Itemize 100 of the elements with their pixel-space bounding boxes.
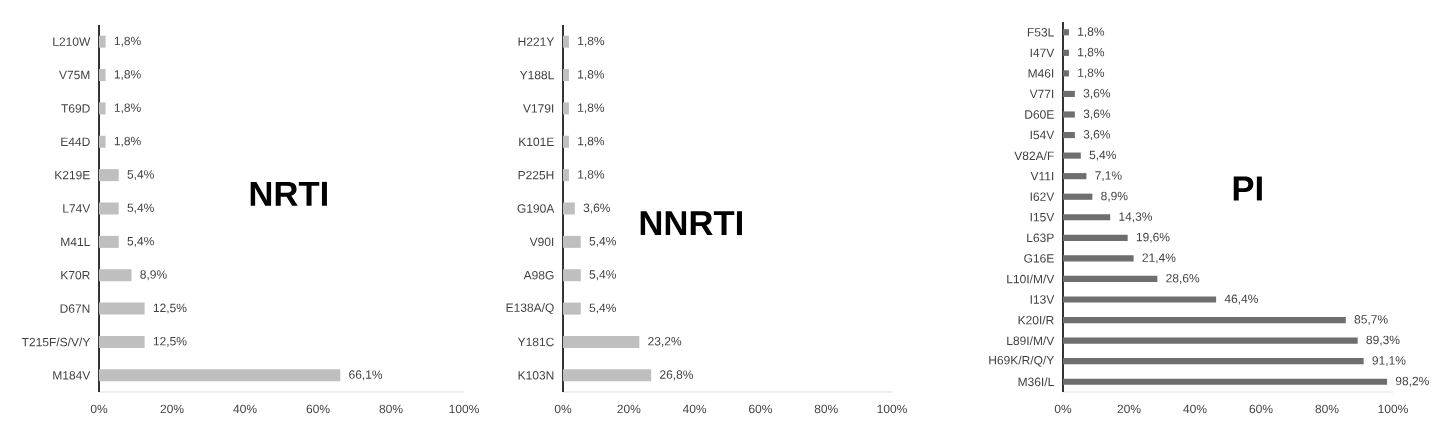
data-label: 26,8% — [660, 370, 694, 381]
x-tick-label: 100% — [877, 404, 907, 414]
data-label: 7,1% — [1095, 171, 1122, 182]
bar — [1063, 193, 1093, 200]
bar — [1063, 111, 1075, 118]
bar — [1063, 90, 1075, 98]
bar — [99, 302, 145, 315]
bar — [563, 269, 581, 282]
x-tick-label: 40% — [233, 404, 257, 414]
y-tick-label: Y181C — [517, 337, 554, 347]
data-label: 1,8% — [1078, 47, 1105, 58]
x-tick-label: 0% — [554, 404, 572, 414]
data-label: 98,2% — [1395, 376, 1429, 387]
x-tick-label: 100% — [449, 404, 479, 414]
bar — [1063, 152, 1081, 159]
x-tick-label: 20% — [1117, 404, 1141, 414]
bar — [99, 35, 106, 48]
y-tick-label: H221Y — [518, 37, 555, 46]
y-tick-label: K219E — [55, 170, 90, 180]
y-tick-label: K103N — [518, 371, 554, 380]
data-label: 5,4% — [589, 303, 616, 314]
bar — [99, 369, 341, 382]
bar — [563, 102, 569, 115]
text: NRTI — [250, 181, 327, 206]
bar — [563, 69, 569, 82]
x-tick-label: 60% — [306, 404, 330, 414]
y-tick-label: K20I/R — [1018, 315, 1054, 325]
y-tick-label: V179I — [523, 104, 554, 113]
y-tick-label: M36I/L — [1018, 377, 1054, 387]
data-label: 66,1% — [349, 370, 383, 381]
y-tick-label: K70R — [61, 270, 90, 280]
bar — [1063, 296, 1217, 303]
data-label: 5,4% — [127, 203, 154, 214]
y-tick-label: D60E — [1025, 110, 1054, 119]
bar — [563, 335, 640, 348]
bar — [1063, 234, 1128, 241]
data-label: 5,4% — [589, 270, 616, 281]
data-label: 1,8% — [578, 136, 605, 147]
x-tick-label: 80% — [1315, 404, 1339, 414]
y-tick-label: L74V — [63, 204, 91, 213]
data-label: 3,6% — [583, 203, 611, 214]
x-tick-label: 40% — [682, 404, 707, 414]
x-tick-label: 20% — [160, 404, 184, 414]
bar — [563, 202, 575, 215]
data-label: 89,3% — [1366, 335, 1400, 346]
y-tick-label: T215F/S/V/Y — [21, 337, 91, 347]
bar — [1063, 29, 1069, 36]
data-label: 3,6% — [1083, 88, 1111, 99]
data-label: 91,1% — [1372, 356, 1406, 367]
bar — [99, 335, 145, 348]
y-tick-label: V77I — [1029, 89, 1054, 99]
bar — [1063, 49, 1069, 56]
y-tick-label: V90I — [529, 237, 554, 247]
y-tick-label: P225H — [518, 170, 554, 180]
y-tick-label: V82A/F — [1014, 151, 1054, 161]
data-label: 12,5% — [153, 303, 187, 314]
y-tick-label: I13V — [1030, 295, 1055, 304]
bar — [1063, 337, 1358, 344]
data-label: 1,8% — [1078, 27, 1105, 38]
data-label: 85,7% — [1354, 315, 1388, 325]
y-tick-label: I54V — [1030, 130, 1055, 140]
data-label: 8,9% — [1101, 191, 1128, 202]
data-label: 19,6% — [1136, 232, 1170, 243]
data-label: 8,9% — [140, 270, 167, 281]
data-label: 1,8% — [578, 170, 605, 181]
y-tick-label: M184V — [53, 371, 91, 380]
text: PI — [1233, 176, 1262, 201]
y-tick-label: G190A — [517, 204, 555, 213]
x-tick-label: 40% — [1183, 404, 1207, 414]
bar — [99, 169, 119, 182]
bar — [1063, 173, 1087, 180]
data-label: 5,4% — [127, 236, 154, 247]
data-label: 1,8% — [578, 36, 605, 47]
y-tick-label: A98G — [523, 270, 554, 280]
y-tick-label: I47V — [1030, 48, 1055, 57]
x-tick-label: 80% — [379, 404, 403, 414]
data-label: 46,4% — [1224, 294, 1258, 305]
bar — [563, 135, 569, 148]
data-label: 3,6% — [1083, 109, 1111, 120]
y-tick-label: K101E — [519, 137, 554, 147]
y-tick-label: I62V — [1030, 192, 1055, 201]
data-label: 1,8% — [578, 103, 605, 114]
bar — [99, 269, 132, 282]
data-label: 5,4% — [127, 170, 154, 181]
bar — [1063, 316, 1346, 324]
data-label: 1,8% — [114, 70, 141, 80]
bar — [99, 235, 119, 248]
data-label: 12,5% — [153, 336, 187, 347]
bar — [1063, 214, 1111, 221]
data-label: 5,4% — [1089, 150, 1117, 161]
data-label: 28,6% — [1166, 273, 1200, 284]
y-tick-label: L89I/M/V — [1007, 336, 1055, 346]
y-tick-label: E138A/Q — [506, 303, 554, 315]
data-label: 1,8% — [114, 36, 141, 47]
text: NNRTI — [640, 211, 742, 236]
y-tick-label: E44D — [61, 137, 90, 146]
x-tick-label: 60% — [749, 404, 772, 414]
data-label: 23,2% — [648, 336, 682, 347]
y-tick-label: Y188L — [519, 70, 554, 80]
bar — [99, 202, 119, 215]
